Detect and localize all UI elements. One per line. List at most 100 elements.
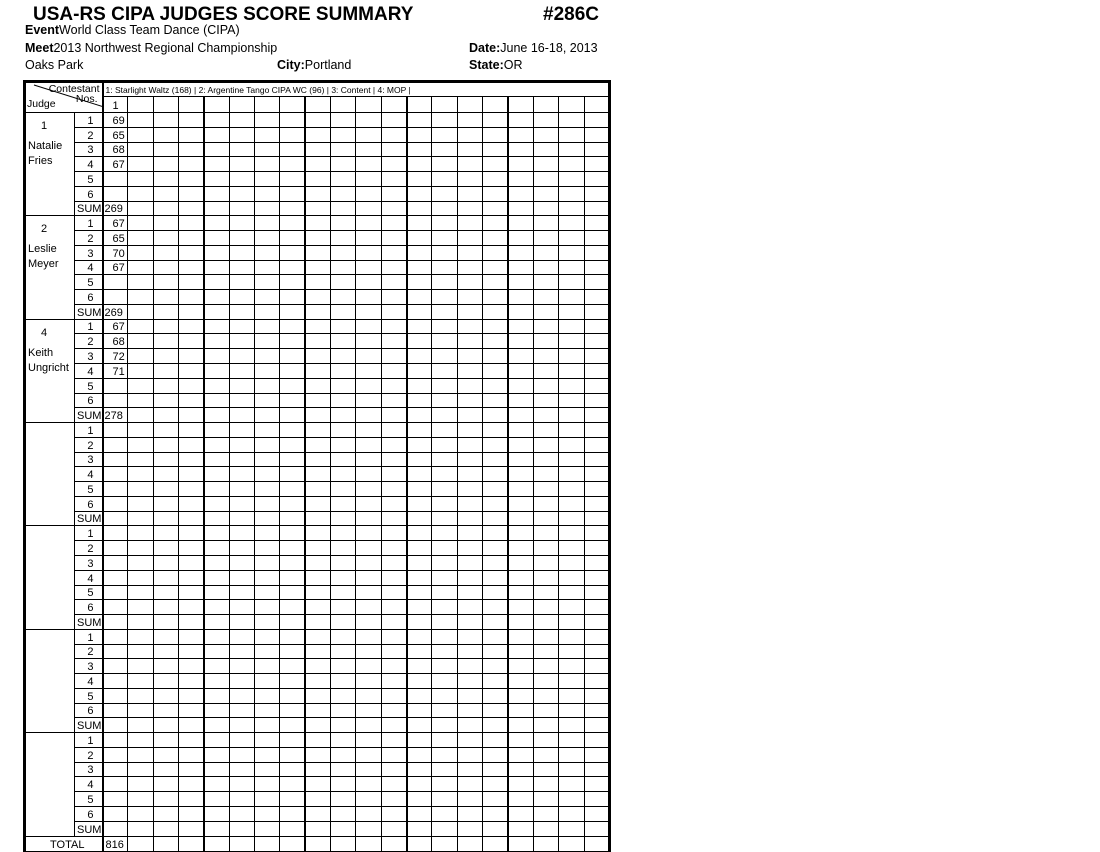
score-cell <box>203 761 230 778</box>
score-cell <box>178 805 205 822</box>
score-cell <box>178 451 205 468</box>
score-cell <box>178 481 205 497</box>
score-cell <box>279 215 307 232</box>
score-cell <box>380 333 408 350</box>
sum-cell <box>152 407 180 424</box>
score-cell <box>558 141 585 158</box>
score-cell <box>456 156 484 173</box>
score-cell <box>228 481 256 497</box>
score-cell <box>456 451 484 468</box>
score-cell <box>152 643 180 660</box>
score-cell <box>583 658 611 675</box>
row-number: 5 <box>74 481 104 497</box>
score-cell <box>228 673 256 689</box>
score-cell <box>101 554 129 571</box>
score-cell <box>279 185 307 202</box>
score-cell <box>456 495 484 512</box>
score-cell <box>583 643 611 660</box>
sum-cell <box>304 303 332 320</box>
row-number: 1 <box>74 732 104 748</box>
score-cell <box>355 289 382 305</box>
score-cell <box>330 599 357 616</box>
score-row: 2 <box>25 436 611 453</box>
score-cell <box>482 673 510 689</box>
score-cell <box>558 805 585 822</box>
sum-cell <box>456 717 484 734</box>
score-cell: 70 <box>101 244 129 261</box>
contestant-number-cell <box>482 96 510 113</box>
score-cell <box>152 776 180 793</box>
score-cell <box>127 436 154 453</box>
score-cell <box>456 436 484 453</box>
score-row: 5 <box>25 171 611 187</box>
score-cell <box>355 185 382 202</box>
score-cell <box>178 215 205 232</box>
score-cell <box>380 673 408 689</box>
score-cell: 65 <box>101 230 129 246</box>
score-cell <box>203 230 230 246</box>
score-cell <box>355 333 382 350</box>
score-cell <box>583 244 611 261</box>
score-cell <box>127 244 154 261</box>
score-cell <box>279 732 307 748</box>
score-cell <box>558 451 585 468</box>
score-cell <box>532 569 560 586</box>
score-cell <box>127 451 154 468</box>
score-cell <box>507 658 534 675</box>
score-cell <box>304 746 332 763</box>
score-cell <box>304 687 332 704</box>
score-row: 1 <box>24 525 611 630</box>
score-cell <box>127 230 154 246</box>
sum-cell <box>532 200 560 217</box>
score-cell <box>279 584 307 601</box>
score-cell <box>482 584 510 601</box>
score-cell <box>456 215 484 232</box>
score-row: 3 <box>25 554 611 571</box>
total-cell <box>203 835 230 852</box>
score-cell <box>456 244 484 261</box>
score-cell <box>507 673 534 689</box>
score-cell <box>355 274 382 291</box>
score-cell <box>203 126 230 143</box>
score-cell <box>178 776 205 793</box>
row-number: 4 <box>74 466 104 483</box>
row-number: 6 <box>74 289 104 305</box>
score-cell <box>228 540 256 556</box>
score-cell <box>228 746 256 763</box>
score-cell <box>152 584 180 601</box>
score-cell <box>355 525 382 542</box>
score-cell <box>406 274 433 291</box>
score-cell <box>532 363 560 379</box>
score-cell <box>304 348 332 365</box>
score-cell <box>254 215 281 232</box>
contestant-number-cell: 1 <box>101 96 129 113</box>
total-cell: 816 <box>101 835 129 852</box>
score-cell <box>152 318 180 335</box>
sum-cell <box>355 614 382 630</box>
score-cell <box>558 584 585 601</box>
score-cell <box>152 230 180 246</box>
score-cell <box>152 554 180 571</box>
score-cell <box>178 495 205 512</box>
score-cell <box>482 274 510 291</box>
score-cell <box>507 569 534 586</box>
contestant-number-cell <box>507 96 534 113</box>
score-cell <box>482 569 510 586</box>
event-value: World Class Team Dance (CIPA) <box>59 23 240 37</box>
score-cell <box>482 658 510 675</box>
score-cell <box>507 554 534 571</box>
score-cell <box>330 702 357 719</box>
score-cell <box>304 673 332 689</box>
score-cell <box>482 171 510 187</box>
score-cell <box>279 540 307 556</box>
score-cell <box>152 805 180 822</box>
sum-cell <box>304 200 332 217</box>
sum-cell <box>380 717 408 734</box>
score-cell <box>304 628 332 645</box>
sum-cell <box>254 614 281 630</box>
score-cell <box>507 628 534 645</box>
score-cell <box>482 259 510 276</box>
sum-cell <box>279 510 307 527</box>
score-cell <box>558 333 585 350</box>
score-cell <box>583 377 611 394</box>
